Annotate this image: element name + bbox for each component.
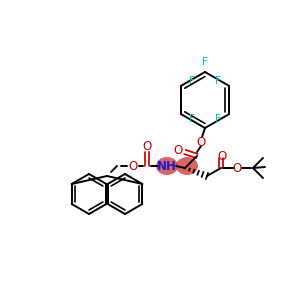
Text: O: O	[218, 149, 226, 163]
Text: NH: NH	[157, 160, 177, 172]
Text: O: O	[232, 161, 242, 175]
Text: O: O	[142, 140, 152, 152]
Text: F: F	[189, 114, 195, 124]
Ellipse shape	[176, 157, 198, 175]
Ellipse shape	[156, 157, 178, 175]
Text: F: F	[215, 114, 221, 124]
Text: F: F	[189, 76, 195, 86]
Text: F: F	[215, 76, 221, 86]
Text: F: F	[202, 57, 208, 67]
Text: O: O	[196, 136, 206, 148]
Text: O: O	[128, 160, 138, 172]
Text: O: O	[173, 145, 183, 158]
